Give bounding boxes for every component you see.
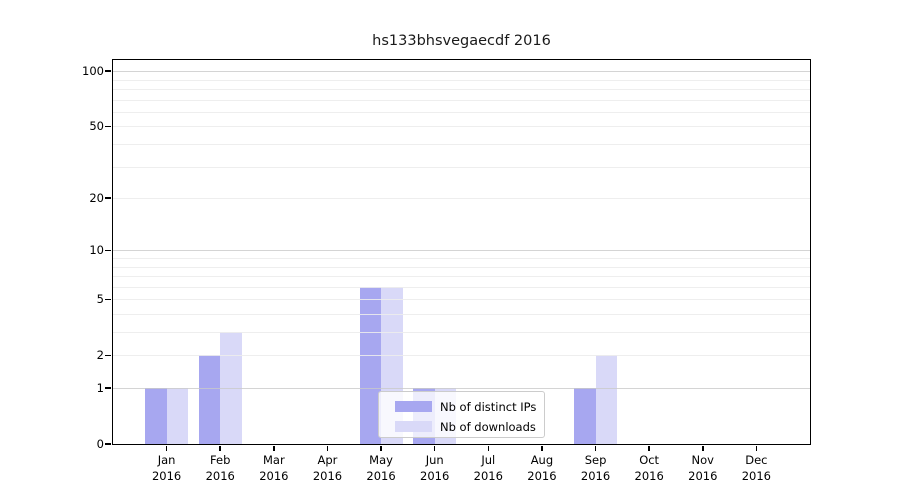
y-axis-tick-label: 100 [82, 64, 104, 79]
legend-item-distinct-ips: Nb of distinct IPs [395, 398, 544, 415]
gridline-minor [113, 313, 810, 315]
gridline-minor [113, 144, 810, 145]
x-axis-tick-label: Dec 2016 [741, 453, 772, 483]
x-axis-tick [380, 446, 382, 451]
legend-swatch-distinct-ips [395, 401, 432, 412]
chart-title: hs133bhsvegaecdf 2016 [372, 33, 551, 49]
x-axis-tick-label: Jul 2016 [473, 453, 503, 483]
gridline-minor [113, 286, 810, 288]
gridline-minor [113, 99, 810, 101]
x-axis-tick [487, 446, 490, 451]
x-axis-tick-label: Apr 2016 [312, 453, 343, 483]
gridline-minor [113, 257, 810, 259]
legend-item-downloads: Nb of downloads [395, 418, 544, 435]
gridline-minor [113, 166, 810, 168]
gridline-minor [113, 89, 810, 90]
y-axis-tick [105, 387, 111, 389]
x-axis-tick [273, 446, 275, 451]
x-axis-tick [326, 446, 329, 451]
gridline-minor [113, 126, 810, 128]
gridline-major [113, 388, 810, 389]
x-axis-tick-label: May 2016 [366, 453, 396, 483]
x-axis-tick [541, 446, 543, 451]
x-axis-tick [165, 446, 168, 451]
grid-layer [113, 60, 810, 444]
y-axis-tick [105, 354, 111, 356]
y-axis-tick [105, 70, 111, 72]
y-axis-tick-label: 0 [96, 437, 104, 451]
y-axis-tick-label: 20 [89, 191, 104, 206]
gridline-minor [113, 332, 810, 333]
x-axis-tick-label: Feb 2016 [205, 453, 235, 483]
gridline-major [113, 250, 810, 252]
gridline-major [113, 71, 810, 73]
y-axis-tick [105, 443, 111, 445]
x-axis-tick [594, 446, 597, 451]
y-axis-tick [105, 197, 111, 199]
gridline-minor [113, 355, 810, 357]
x-axis-tick [219, 446, 221, 451]
bar-downloads [220, 332, 242, 444]
y-axis-tick-label: 10 [89, 243, 104, 258]
x-axis-tick-label: Oct 2016 [634, 453, 664, 483]
y-axis-tick [105, 125, 111, 128]
x-axis-tick-label: Jan 2016 [151, 453, 182, 483]
gridline-minor [113, 266, 810, 268]
legend-swatch-downloads [395, 421, 432, 432]
y-axis-tick [105, 249, 111, 252]
y-axis-tick-label: 1 [96, 381, 104, 395]
gridline-minor [113, 276, 810, 278]
bar-distinct-ips [198, 355, 221, 444]
bar-downloads [595, 355, 618, 444]
y-axis-tick-label: 5 [96, 292, 104, 307]
bar-distinct-ips [574, 388, 596, 444]
x-axis-tick-label: Nov 2016 [688, 453, 718, 483]
bar-distinct-ips [145, 388, 167, 444]
x-axis-tick-label: Mar 2016 [259, 453, 289, 483]
y-axis-tick-label: 50 [89, 119, 104, 134]
bar-distinct-ips [359, 286, 382, 444]
gridline-minor [113, 111, 810, 113]
legend-label-distinct-ips: Nb of distinct IPs [440, 399, 537, 414]
gridline-minor [113, 198, 810, 200]
bar-downloads [166, 388, 189, 444]
x-axis-tick [755, 446, 758, 451]
x-axis-tick [648, 446, 650, 451]
y-axis-tick-label: 2 [96, 348, 104, 363]
x-axis-tick-label: Sep 2016 [580, 453, 611, 483]
x-axis-tick-label: Aug 2016 [527, 453, 557, 483]
legend: Nb of distinct IPs Nb of downloads [378, 391, 545, 438]
gridline-minor [113, 79, 810, 81]
y-axis-tick [105, 298, 111, 300]
x-axis-tick [702, 446, 704, 451]
plot-area [112, 59, 811, 445]
legend-label-downloads: Nb of downloads [440, 419, 536, 434]
x-axis-tick [433, 446, 436, 451]
gridline-minor [113, 299, 810, 301]
x-axis-tick-label: Jun 2016 [420, 453, 450, 483]
